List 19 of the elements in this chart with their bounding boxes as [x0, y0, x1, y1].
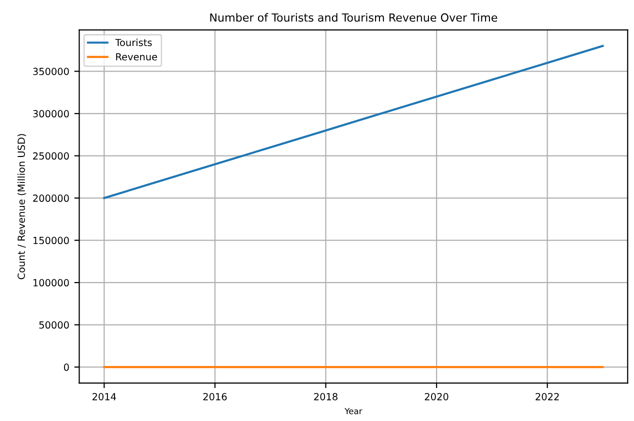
x-tick-label: 2018 — [314, 393, 338, 400]
y-tick-label: 50000 — [39, 321, 69, 329]
y-tick-label: 150000 — [33, 236, 69, 244]
legend-label: Revenue — [116, 53, 158, 60]
y-tick-label: 200000 — [33, 194, 69, 202]
y-tick-label: 250000 — [33, 152, 69, 160]
y-tick-label: 300000 — [33, 110, 69, 118]
chart-title: Number of Tourists and Tourism Revenue Over Time — [210, 13, 498, 22]
x-axis-title: Year — [344, 408, 362, 414]
line-series — [103, 44, 604, 200]
y-tick-label: 100000 — [33, 279, 69, 286]
y-tick-label: 350000 — [33, 68, 69, 76]
x-tick-label: 2022 — [536, 393, 559, 400]
y-tick-label: 0 — [64, 364, 69, 371]
legend-label: Tourists — [115, 38, 152, 46]
x-tick-label: 2020 — [424, 393, 448, 400]
x-tick-label: 2016 — [203, 393, 227, 400]
x-tick-label: 2014 — [92, 393, 116, 400]
y-axis-title: Count / Revenue (Million USD) — [17, 134, 26, 280]
